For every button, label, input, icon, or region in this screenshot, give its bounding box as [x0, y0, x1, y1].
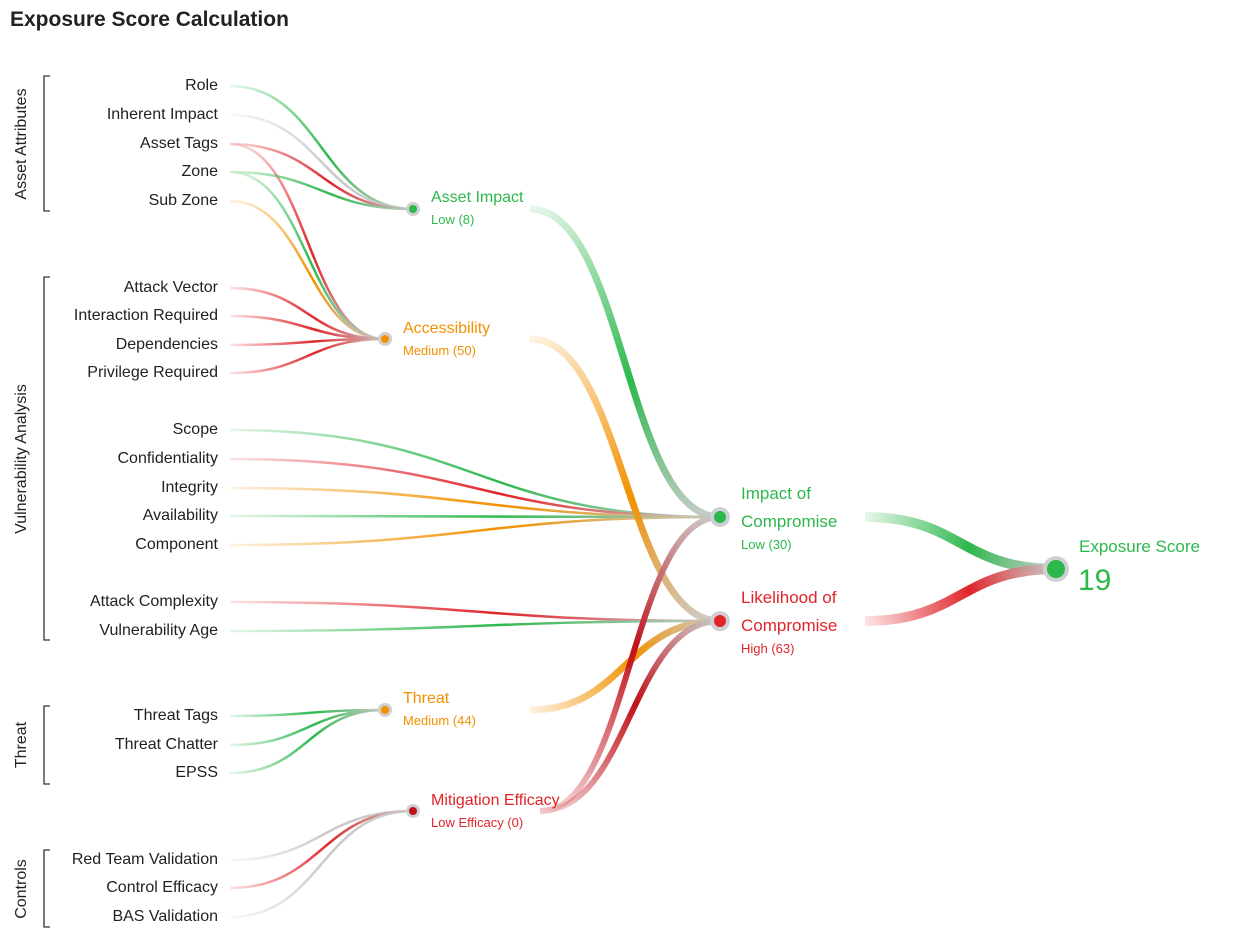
node-label: Threat	[403, 690, 450, 707]
node-sublabel: Low Efficacy (0)	[431, 815, 524, 830]
input-label: Component	[135, 536, 218, 553]
connector	[229, 170, 386, 341]
connector	[229, 708, 386, 775]
connector	[229, 619, 721, 633]
connector	[229, 600, 721, 623]
input-label: Red Team Validation	[71, 851, 218, 868]
connector	[229, 809, 414, 919]
node-label: Mitigation Efficacy	[431, 792, 560, 809]
connector	[229, 314, 386, 341]
connector	[229, 809, 414, 862]
group-bracket	[43, 276, 50, 641]
group-label: Threat	[13, 721, 30, 769]
input-label: Control Efficacy	[106, 879, 218, 896]
connector	[229, 428, 721, 519]
connector	[229, 515, 721, 547]
connector	[529, 335, 721, 625]
connector	[229, 113, 414, 211]
input-label: Threat Tags	[133, 707, 218, 724]
connector	[864, 512, 1057, 574]
group-bracket	[43, 849, 50, 928]
node-label: Asset Impact	[431, 189, 524, 206]
input-label: Integrity	[161, 479, 218, 496]
input-label: BAS Validation	[112, 908, 218, 925]
node-sublabel: Medium (44)	[403, 713, 476, 728]
connector	[229, 514, 721, 519]
group-label: Asset Attributes	[13, 87, 30, 200]
connector	[539, 618, 721, 814]
node-dot-core	[409, 807, 417, 815]
connector	[539, 514, 721, 814]
connector	[529, 205, 721, 521]
group-label: Vulnerability Analysis	[13, 383, 30, 534]
input-label: Availability	[142, 507, 218, 524]
input-label: Inherent Impact	[106, 106, 218, 123]
input-label: Privilege Required	[87, 364, 218, 381]
score-label: Exposure Score	[1079, 537, 1200, 556]
node-sublabel: Low (30)	[741, 537, 792, 552]
input-label: Dependencies	[115, 336, 218, 353]
node-label: Accessibility	[403, 320, 491, 337]
input-label: Confidentiality	[117, 450, 219, 467]
group-label: Controls	[13, 858, 30, 919]
input-label: Attack Vector	[123, 279, 218, 296]
input-label: Zone	[181, 163, 218, 180]
score-value: 19	[1078, 564, 1112, 597]
input-label: Threat Chatter	[114, 736, 218, 753]
node-dot-core	[714, 511, 726, 523]
connector	[229, 809, 414, 890]
input-label: Attack Complexity	[89, 593, 218, 610]
node-sublabel: Medium (50)	[403, 343, 476, 358]
input-label: Asset Tags	[140, 135, 218, 152]
input-label: EPSS	[175, 764, 218, 781]
connector	[229, 486, 721, 519]
node-dot-core	[381, 706, 389, 714]
group-bracket	[43, 705, 50, 785]
connector	[229, 84, 414, 211]
connector	[229, 199, 386, 341]
input-label: Sub Zone	[148, 192, 218, 209]
input-label: Scope	[172, 421, 218, 438]
connector	[864, 564, 1057, 626]
input-label: Role	[185, 77, 218, 94]
connector	[229, 337, 386, 375]
input-label: Vulnerability Age	[99, 622, 218, 639]
score-dot-core	[1047, 560, 1065, 578]
title: Exposure Score Calculation	[10, 8, 289, 31]
group-bracket	[43, 75, 50, 212]
node-dot-core	[409, 205, 417, 213]
node-label: Impact of Compromise	[741, 484, 838, 531]
node-dot-core	[714, 615, 726, 627]
input-label: Interaction Required	[73, 307, 218, 324]
node-label: Likelihood of Compromise	[741, 588, 838, 635]
node-sublabel: High (63)	[741, 641, 795, 656]
connector	[229, 457, 721, 519]
node-sublabel: Low (8)	[431, 212, 475, 227]
connector	[229, 142, 386, 341]
connector	[229, 170, 414, 211]
connector	[529, 617, 721, 714]
node-dot-core	[381, 335, 389, 343]
